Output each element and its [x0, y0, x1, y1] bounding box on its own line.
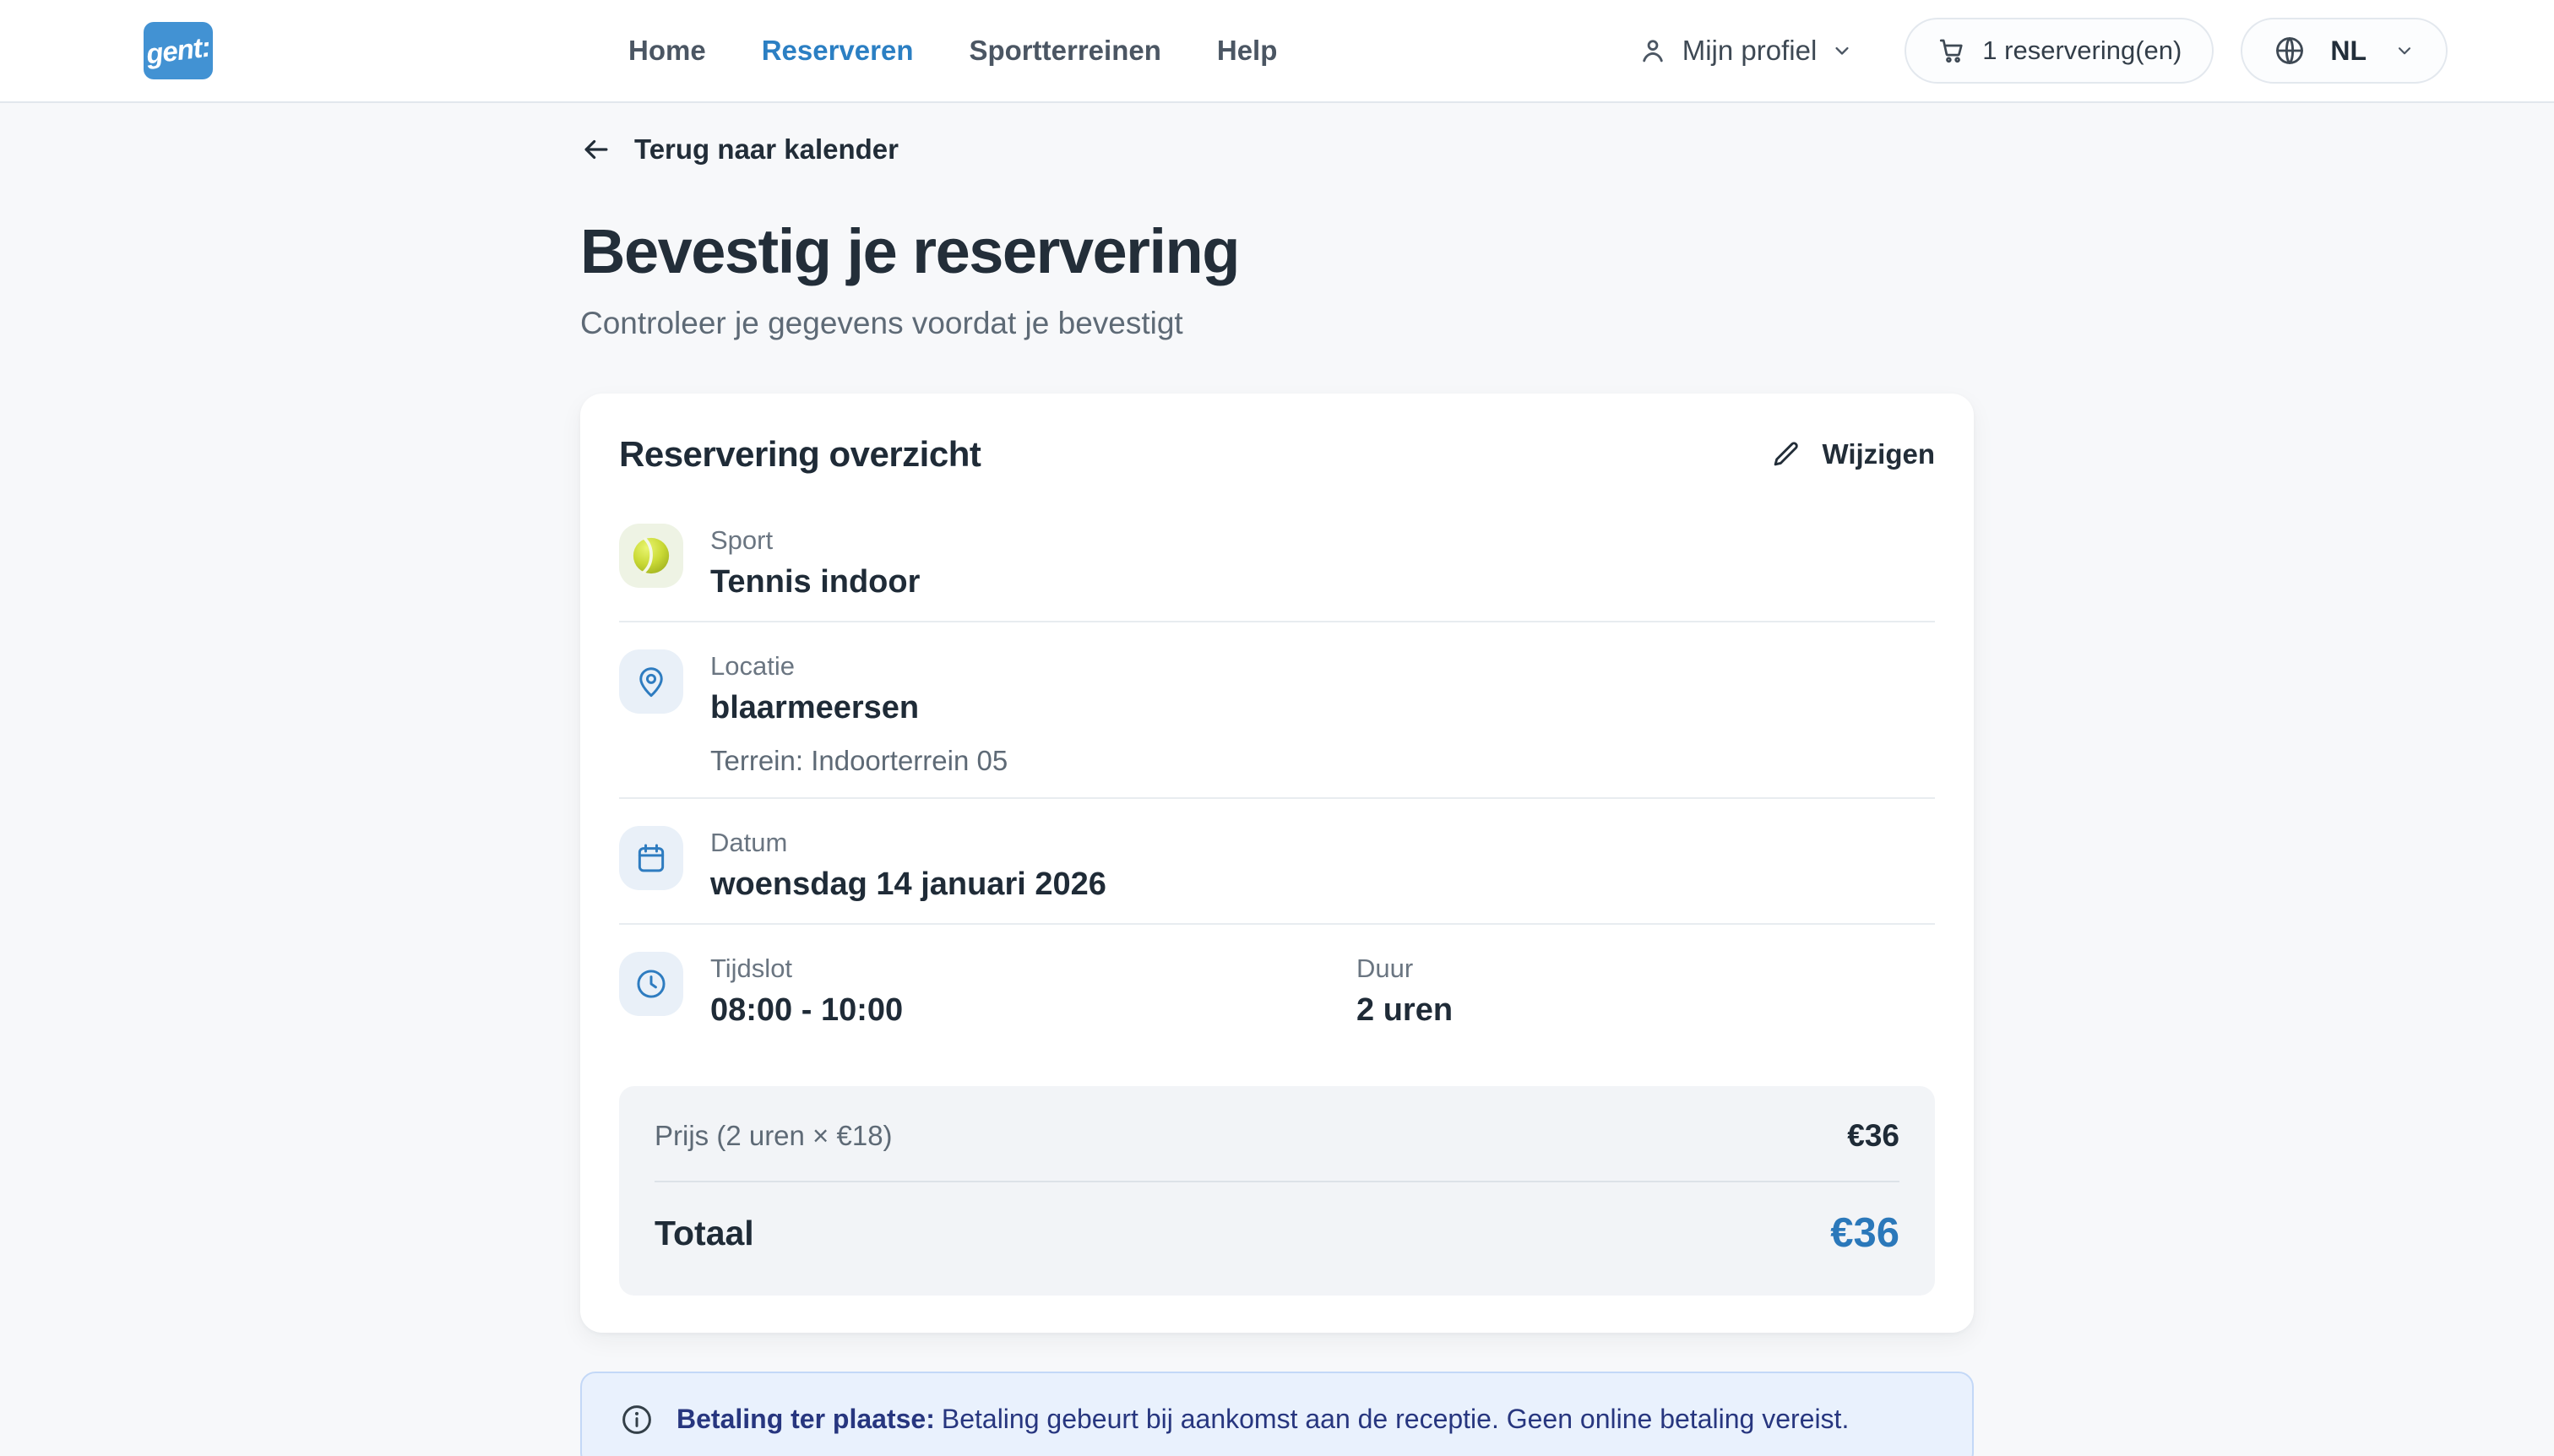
- detail-value: Tennis indoor: [710, 564, 921, 600]
- divider: [619, 797, 1935, 799]
- main-content: Terug naar kalender Bevestig je reserver…: [580, 103, 1974, 1456]
- edit-button[interactable]: Wijzigen: [1769, 438, 1935, 470]
- detail-label: Duur: [1356, 953, 1414, 983]
- nav-help[interactable]: Help: [1216, 35, 1278, 66]
- detail-label: Tijdslot: [710, 953, 793, 983]
- detail-row-datum: Datum woensdag 14 januari 2026: [619, 799, 1935, 923]
- calendar-icon: [619, 826, 683, 890]
- detail-value: blaarmeersen: [710, 690, 920, 725]
- price-value: €36: [1847, 1118, 1899, 1153]
- back-link[interactable]: Terug naar kalender: [580, 133, 899, 166]
- detail-label: Sport: [710, 525, 774, 555]
- chevron-down-icon: [1830, 39, 1854, 62]
- clock-icon: [619, 952, 683, 1016]
- total-row: Totaal €36: [655, 1209, 1899, 1257]
- total-label: Totaal: [655, 1213, 754, 1252]
- detail-note: Terrein: Indoorterrein 05: [710, 745, 1008, 776]
- detail-value: 2 uren: [1356, 992, 1454, 1028]
- duur-column: Duur 2 uren: [1356, 953, 1453, 1029]
- language-selector[interactable]: NL: [2241, 18, 2448, 84]
- top-navigation: gent: Home Reserveren Sportterreinen Hel…: [0, 0, 2554, 103]
- price-label: Prijs (2 uren × €18): [655, 1120, 893, 1151]
- detail-label: Datum: [710, 828, 788, 857]
- detail-row-tijdslot-body: Tijdslot 08:00 - 10:00 Duur 2 uren: [710, 952, 1935, 1029]
- map-pin-icon: [619, 649, 683, 714]
- chevron-down-icon: [2394, 40, 2415, 62]
- page-subtitle: Controleer je gegevens voordat je bevest…: [580, 306, 1183, 340]
- card-title: Reservering overzicht: [619, 434, 981, 474]
- nav-reserveren[interactable]: Reserveren: [761, 35, 914, 66]
- tennis-ball-icon: [619, 524, 683, 588]
- price-summary: Prijs (2 uren × €18) €36 Totaal €36: [619, 1086, 1935, 1296]
- card-header: Reservering overzicht Wijzigen: [619, 434, 1935, 475]
- cart-label: 1 reservering(en): [1982, 35, 2182, 65]
- payment-notice-title: Betaling ter plaatse:: [677, 1404, 935, 1435]
- back-link-label: Terug naar kalender: [634, 133, 899, 165]
- pencil-icon: [1769, 438, 1801, 470]
- divider: [619, 621, 1935, 622]
- detail-label: Locatie: [710, 651, 795, 681]
- profile-label: Mijn profiel: [1682, 35, 1818, 66]
- detail-row-locatie-body: Locatie blaarmeersen Terrein: Indoorterr…: [710, 649, 1008, 777]
- detail-row-datum-body: Datum woensdag 14 januari 2026: [710, 826, 1106, 903]
- gent-logo-text: gent:: [144, 30, 212, 70]
- nav-sportterreinen[interactable]: Sportterreinen: [969, 35, 1161, 66]
- detail-row-sport: Sport Tennis indoor: [619, 497, 1935, 621]
- divider: [619, 923, 1935, 925]
- gent-logo[interactable]: gent:: [144, 22, 213, 79]
- detail-row-tijdslot: Tijdslot 08:00 - 10:00 Duur 2 uren: [619, 925, 1935, 1049]
- reservation-summary-card: Reservering overzicht Wijzigen: [580, 394, 1974, 1333]
- top-navigation-inner: gent: Home Reserveren Sportterreinen Hel…: [0, 0, 2554, 101]
- edit-button-label: Wijzigen: [1822, 438, 1935, 470]
- payment-notice-body: Betaling gebeurt bij aankomst aan de rec…: [941, 1404, 1850, 1435]
- detail-row-sport-body: Sport Tennis indoor: [710, 524, 920, 600]
- main-nav: Home Reserveren Sportterreinen Help: [628, 35, 1277, 67]
- detail-value: woensdag 14 januari 2026: [710, 867, 1106, 902]
- tijdslot-column: Tijdslot 08:00 - 10:00: [710, 953, 1356, 1029]
- user-icon: [1637, 35, 1669, 67]
- profile-menu-trigger[interactable]: Mijn profiel: [1637, 35, 1855, 67]
- detail-row-locatie: Locatie blaarmeersen Terrein: Indoorterr…: [619, 622, 1935, 797]
- top-navigation-right: Mijn profiel 1 reservering(en): [1637, 18, 2448, 84]
- info-icon: [619, 1402, 655, 1437]
- price-row: Prijs (2 uren × €18) €36: [655, 1118, 1899, 1154]
- cart-icon: [1937, 35, 1967, 66]
- detail-value: 08:00 - 10:00: [710, 992, 904, 1028]
- payment-notice: Betaling ter plaatse: Betaling gebeurt bi…: [580, 1372, 1974, 1456]
- payment-notice-text: Betaling ter plaatse: Betaling gebeurt bi…: [677, 1402, 1849, 1437]
- page-title: Bevestig je reservering: [580, 216, 1240, 286]
- cart-button[interactable]: 1 reservering(en): [1905, 18, 2214, 84]
- nav-home[interactable]: Home: [628, 35, 706, 66]
- divider: [655, 1181, 1899, 1182]
- arrow-left-icon: [580, 133, 612, 166]
- language-code: NL: [2330, 35, 2367, 66]
- globe-icon: [2273, 34, 2307, 68]
- total-value: €36: [1830, 1210, 1899, 1256]
